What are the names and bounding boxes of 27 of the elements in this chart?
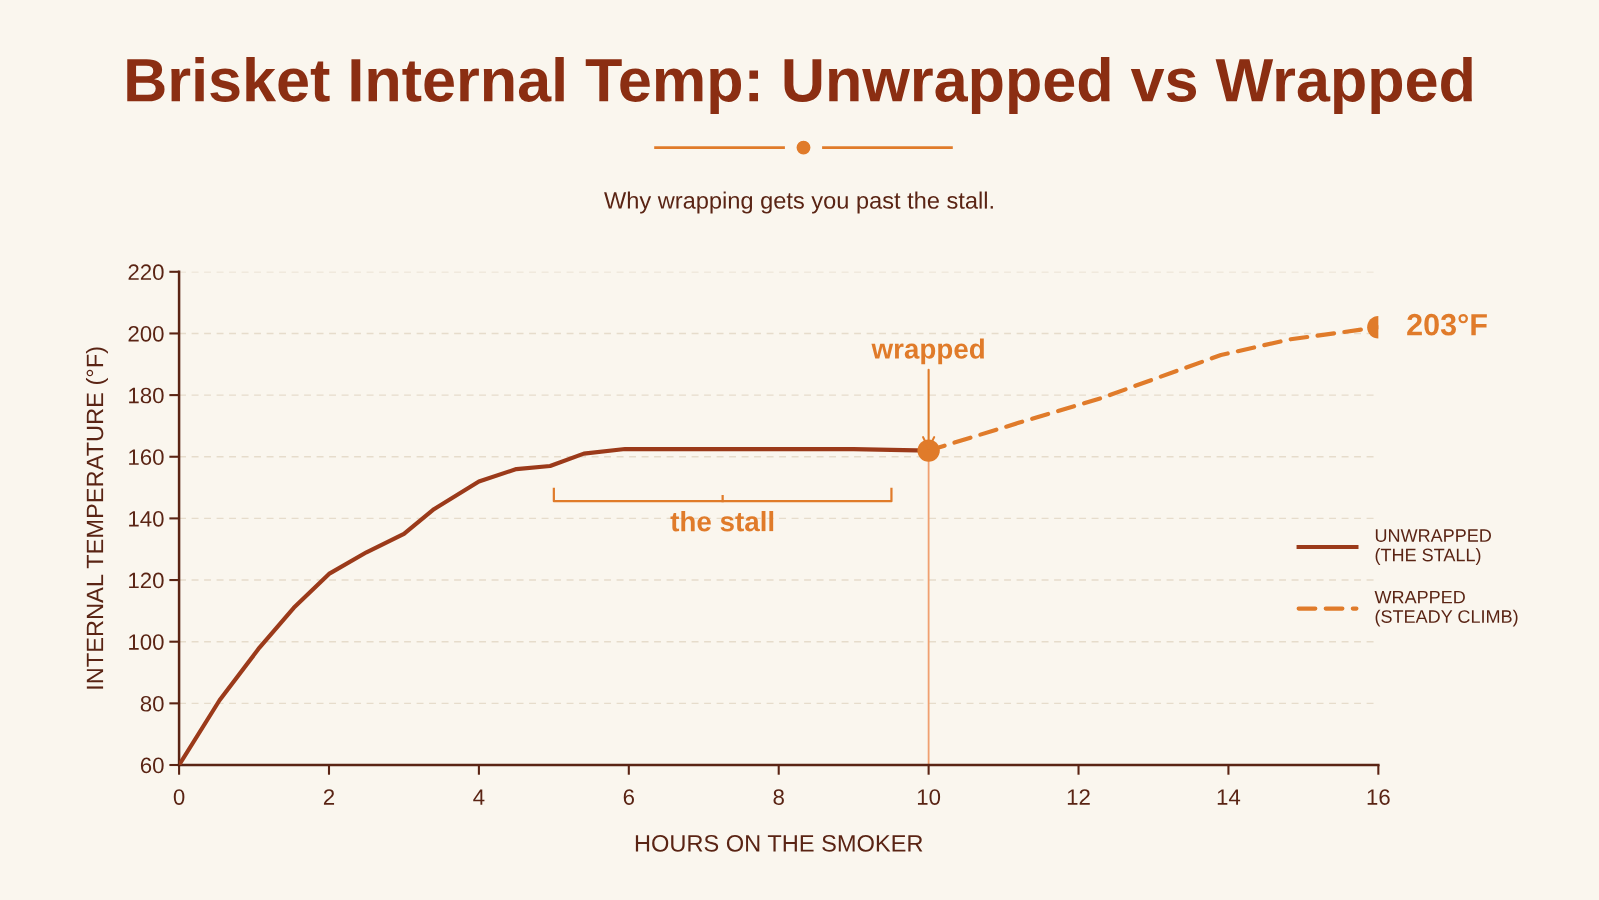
annotation: wrapped <box>871 338 984 365</box>
legend-label: UNWRAPPED (THE STALL) <box>1375 529 1491 565</box>
x-tick-label: 10 <box>917 789 941 805</box>
y-tick-label: 80 <box>140 695 164 712</box>
y-tick-label: 100 <box>129 634 164 650</box>
chart-subtitle: Why wrapping gets you past the stall. <box>604 191 993 214</box>
y-tick-label: 200 <box>128 325 164 342</box>
y-tick-label: 140 <box>129 510 164 527</box>
x-tick-label: 0 <box>173 789 185 805</box>
x-tick-label: 14 <box>1217 789 1241 805</box>
y-tick-label: 180 <box>129 387 164 404</box>
x-tick-label: 2 <box>323 789 335 805</box>
y-tick-label: 60 <box>140 757 164 774</box>
annotation: 203°F <box>1407 313 1487 336</box>
y-tick-label: 120 <box>129 572 164 589</box>
chart-title: Brisket Internal Temp: Unwrapped vs Wrapped <box>127 57 1472 114</box>
x-axis-title: HOURS ON THE SMOKER <box>635 834 923 852</box>
x-tick-label: 16 <box>1367 789 1390 805</box>
x-tick-label: 8 <box>773 789 784 805</box>
x-tick-label: 12 <box>1067 789 1090 805</box>
y-tick-label: 160 <box>129 449 164 466</box>
annotation: the stall <box>670 511 774 532</box>
legend-label: WRAPPED (STEADY CLIMB) <box>1374 590 1518 627</box>
y-tick-label: 220 <box>128 264 164 281</box>
x-tick-label: 4 <box>473 789 485 805</box>
x-tick-label: 6 <box>623 789 635 805</box>
y-axis-title: INTERNAL TEMPERATURE (°F) <box>85 347 108 689</box>
